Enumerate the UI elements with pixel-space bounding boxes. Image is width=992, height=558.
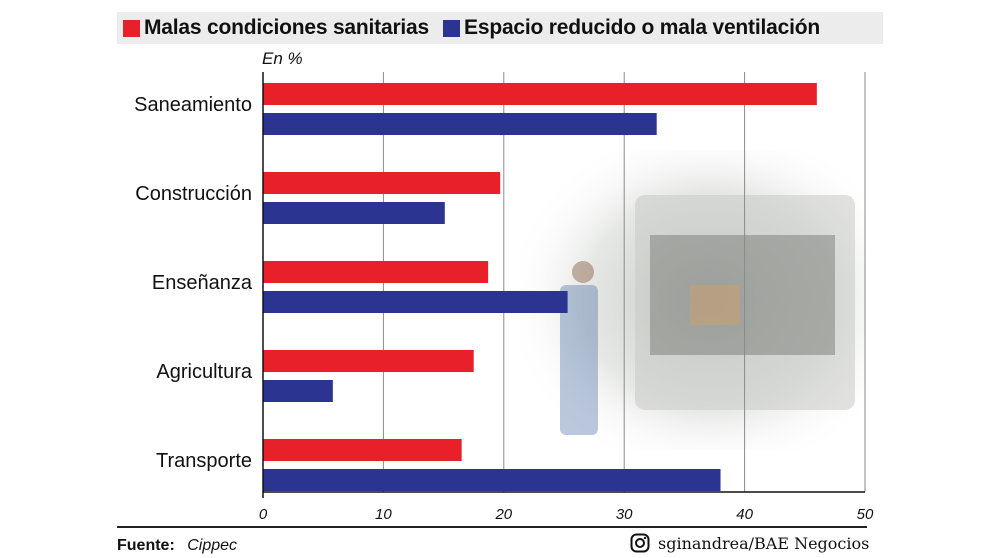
x-tick-labels: 0 10 20 30 40 50 (259, 506, 874, 523)
bar-ventilacion (263, 202, 445, 224)
legend-item-sanitarias: Malas condiciones sanitarias (123, 16, 429, 40)
x-tick-label: 20 (494, 506, 512, 523)
source-value: Cippec (187, 537, 238, 554)
category-label: Construcción (135, 183, 252, 205)
source-label: Fuente: (117, 537, 175, 554)
legend-item-ventilacion: Espacio reducido o mala ventilación (443, 16, 820, 40)
category-label: Saneamiento (134, 94, 252, 116)
bar-sanitarias (263, 83, 817, 105)
bars (263, 83, 817, 491)
instagram-icon (630, 533, 650, 553)
bar-ventilacion (263, 291, 568, 313)
legend-label-sanitarias: Malas condiciones sanitarias (144, 16, 430, 39)
legend-label-ventilacion: Espacio reducido o mala ventilación (464, 16, 820, 39)
legend-swatch-sanitarias (123, 19, 140, 37)
credit-text: sginandrea/BAE Negocios (658, 533, 870, 553)
category-label: Enseñanza (152, 272, 253, 294)
legend: Malas condiciones sanitarias Espacio red… (117, 12, 883, 44)
category-label: Transporte (156, 450, 252, 472)
photo-credit: sginandrea/BAE Negocios (630, 533, 869, 553)
bar-sanitarias (263, 261, 489, 283)
unit-label: En % (262, 49, 303, 68)
legend-swatch-ventilacion (443, 19, 461, 37)
category-label: Agricultura (156, 361, 252, 383)
garbage-truck-photo (520, 150, 865, 450)
bar-sanitarias (263, 172, 501, 194)
x-tick-label: 0 (259, 506, 268, 523)
x-axis (262, 72, 865, 498)
bar-sanitarias (263, 350, 474, 372)
bar-ventilacion (263, 469, 721, 491)
x-tick-label: 50 (857, 506, 874, 523)
footer-divider (117, 526, 867, 528)
source-note: Fuente: Cippec (117, 537, 237, 555)
category-labels: Saneamiento Construcción Enseñanza Agricult… (134, 94, 253, 472)
bar-ventilacion (263, 380, 333, 402)
x-tick-label: 30 (616, 506, 633, 523)
x-tick-label: 10 (375, 506, 392, 523)
bar-ventilacion (263, 113, 657, 135)
x-tick-label: 40 (736, 506, 753, 523)
bar-sanitarias (263, 439, 462, 461)
